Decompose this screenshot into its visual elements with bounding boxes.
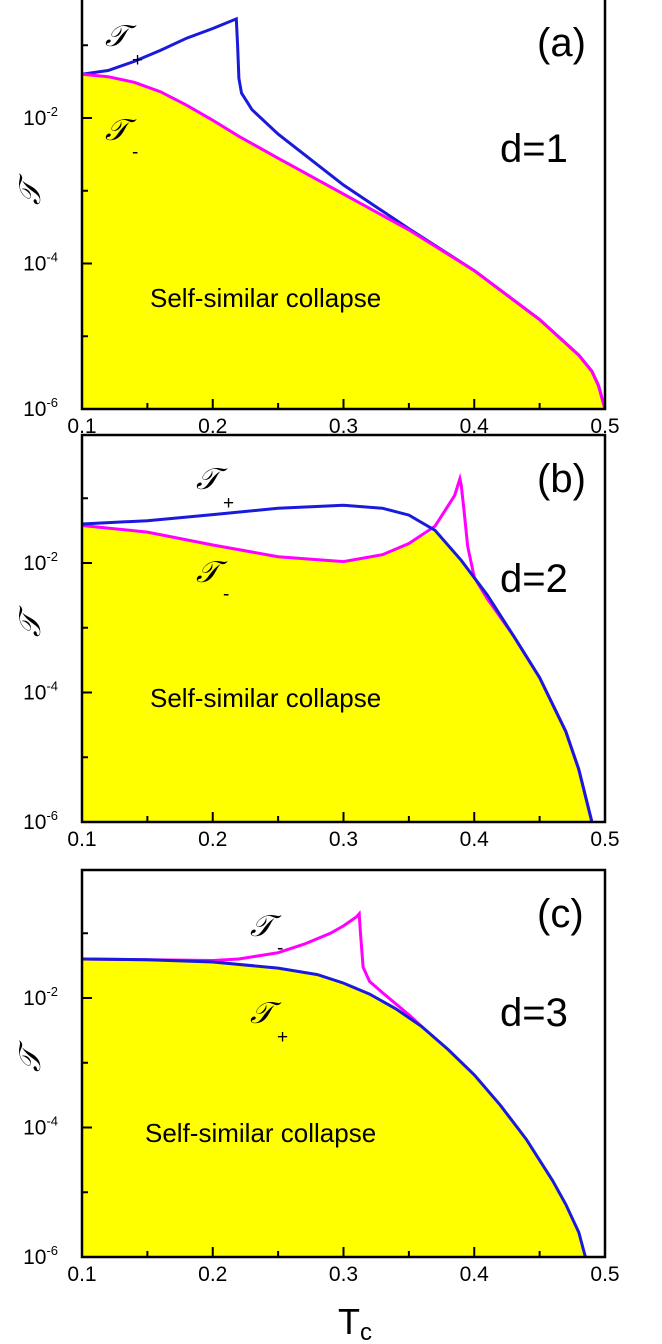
x-tick-label: 0.4 [460, 828, 490, 851]
x-ticks-c: 0.1 0.2 0.3 0.4 0.5 [67, 1247, 620, 1286]
panel-c: 0.1 0.2 0.3 0.4 0.5 10-2 10-4 10-6 (c) d=3 Sel… [13, 868, 620, 1286]
dimension-label-a: d=1 [500, 127, 568, 171]
x-axis-label: Tc [338, 1301, 372, 1344]
dimension-label-c: d=3 [500, 991, 568, 1035]
x-tick-label: 0.4 [460, 1263, 490, 1286]
series-plus-line-b [81, 503, 594, 823]
y-axis-label-a: 𝒯 [13, 173, 48, 205]
series-minus-line-c [81, 910, 423, 1028]
x-tick-label: 0.1 [67, 828, 96, 851]
series-plus-label-b: 𝒯+ [196, 462, 234, 514]
y-ticks-b: 10-2 10-4 10-6 [23, 497, 92, 834]
x-tick-label: 0.1 [67, 1263, 96, 1286]
y-tick-label: 10-6 [23, 395, 58, 421]
panel-label-b: (b) [537, 457, 586, 501]
y-ticks-c: 10-2 10-4 10-6 [23, 932, 92, 1269]
panel-b: 0.1 0.2 0.3 0.4 0.5 10-2 10-4 10-6 (b) d=2 Sel… [13, 433, 620, 851]
series-plus-line-c [81, 957, 587, 1258]
x-tick-label: 0.4 [460, 415, 490, 438]
x-tick-label: 0.3 [329, 415, 358, 438]
y-tick-label: 10-4 [23, 1114, 58, 1140]
x-tick-label: 0.2 [198, 828, 227, 851]
x-tick-label: 0.5 [590, 828, 619, 851]
panel-a: 0.1 0.2 0.3 0.4 0.5 10-2 10-4 10-6 (a) d=1 Sel… [13, 0, 620, 438]
series-minus-line-a [81, 72, 607, 410]
x-tick-label: 0.5 [590, 415, 619, 438]
x-tick-label: 0.2 [198, 1263, 227, 1286]
y-tick-label: 10-6 [23, 808, 58, 834]
x-ticks-b: 0.1 0.2 0.3 0.4 0.5 [67, 812, 620, 851]
series-plus-label-a: 𝒯+ [105, 19, 143, 71]
y-tick-label: 10-2 [23, 984, 58, 1010]
y-tick-label: 10-4 [23, 679, 58, 705]
series-minus-label-c: 𝒯- [250, 909, 283, 959]
fill-region-c [82, 959, 586, 1257]
y-tick-label: 10-6 [23, 1243, 58, 1269]
x-tick-label: 0.1 [67, 415, 96, 438]
y-tick-label: 10-2 [23, 104, 58, 130]
panel-label-a: (a) [537, 21, 586, 65]
y-axis-label-c: 𝒯 [13, 1040, 48, 1072]
fill-region-a [82, 74, 605, 409]
x-tick-label: 0.2 [198, 415, 227, 438]
x-tick-label: 0.3 [329, 828, 358, 851]
region-label-a: Self-similar collapse [150, 283, 381, 313]
region-label-b: Self-similar collapse [150, 683, 381, 713]
y-axis-label-b: 𝒯 [13, 605, 48, 637]
x-tick-label: 0.5 [590, 1263, 619, 1286]
fill-region-b [82, 525, 592, 822]
region-label-c: Self-similar collapse [145, 1118, 376, 1148]
dimension-label-b: d=2 [500, 557, 568, 601]
panel-label-c: (c) [537, 892, 584, 936]
y-tick-label: 10-2 [23, 549, 58, 575]
y-tick-label: 10-4 [23, 250, 58, 276]
x-tick-label: 0.3 [329, 1263, 358, 1286]
y-ticks-a: 10-2 10-4 10-6 [23, 44, 92, 421]
x-ticks-a: 0.1 0.2 0.3 0.4 0.5 [67, 399, 620, 438]
